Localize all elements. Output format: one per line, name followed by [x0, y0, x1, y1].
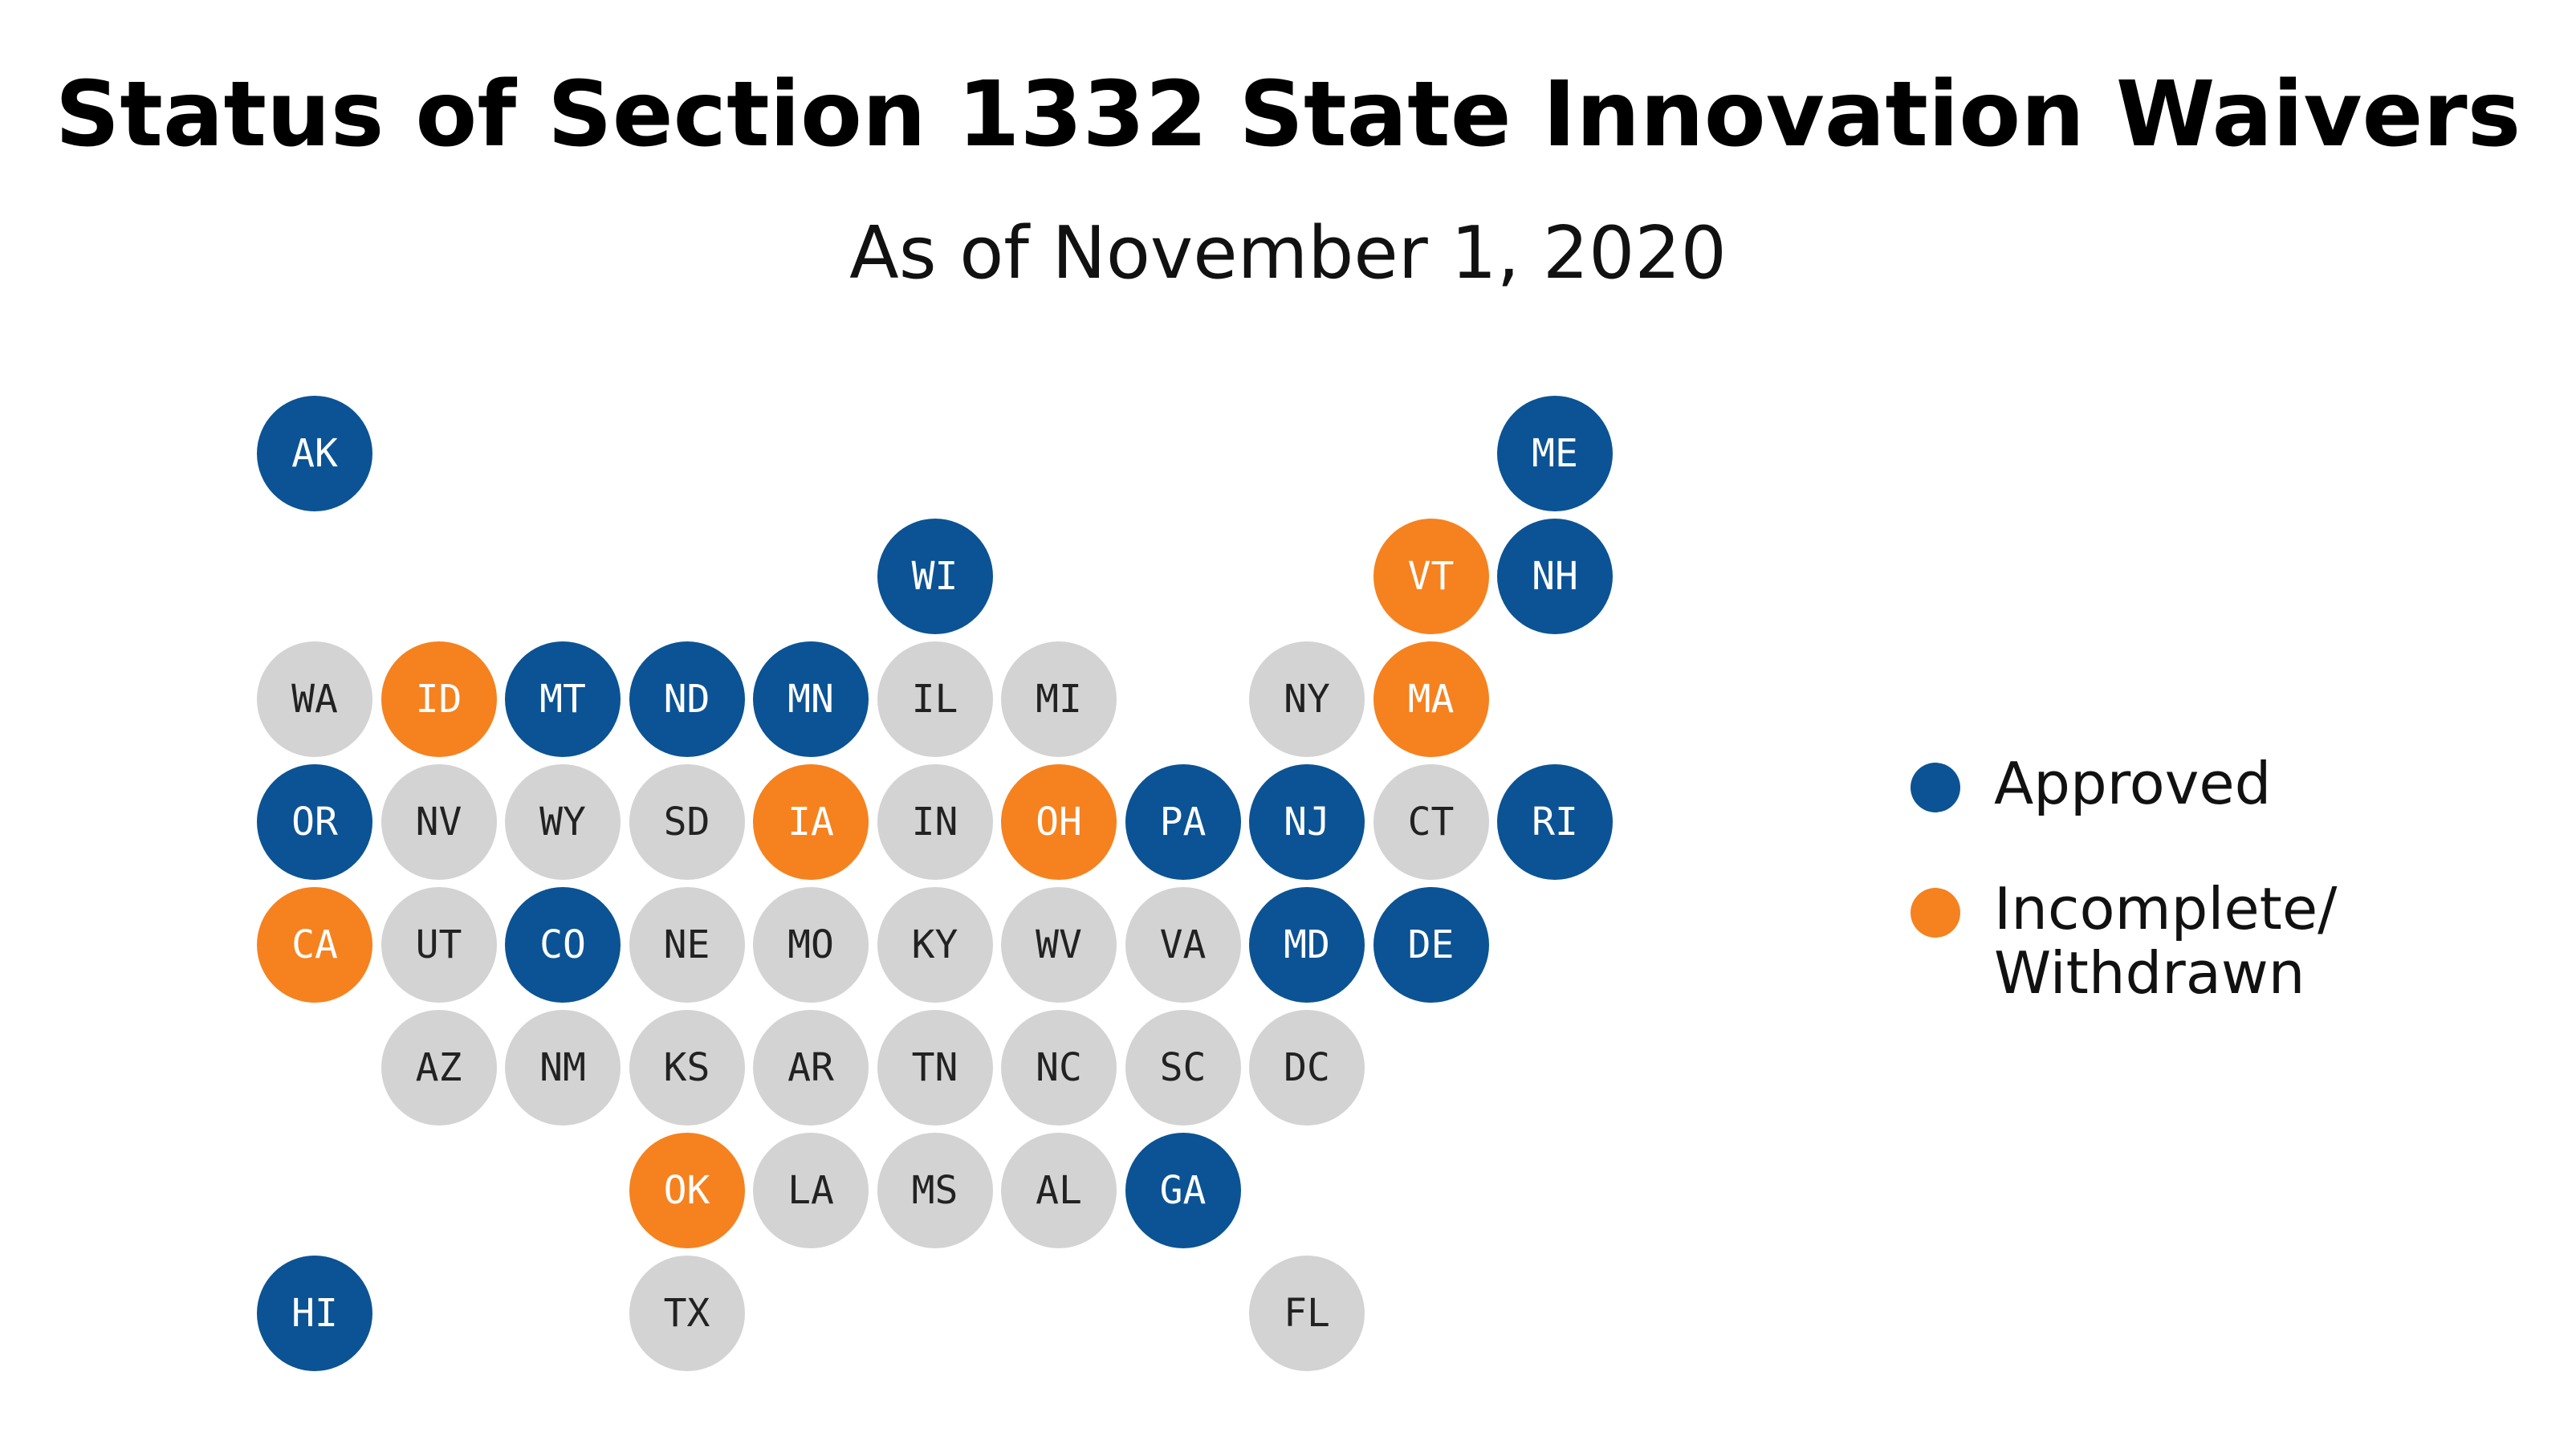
state-tile-nj: NJ — [1249, 764, 1365, 880]
state-tile-hi: HI — [257, 1256, 372, 1371]
state-tile-ny: NY — [1249, 641, 1365, 757]
state-tile-wi: WI — [877, 519, 993, 634]
state-tile-az: AZ — [380, 1010, 497, 1125]
state-tile-mn: MN — [753, 641, 869, 757]
state-tile-ut: UT — [380, 887, 497, 1003]
legend-incomplete-label-line1: Incomplete/ — [1994, 875, 2338, 942]
state-tile-la: LA — [753, 1133, 869, 1248]
state-tile-wy: WY — [505, 764, 621, 880]
state-tile-dc: DC — [1249, 1010, 1365, 1125]
state-tile-nh: NH — [1497, 519, 1613, 634]
state-tile-fl: FL — [1249, 1256, 1365, 1371]
state-tile-pa: PA — [1125, 764, 1241, 880]
state-tile-ak: AK — [257, 396, 372, 511]
state-tile-oh: OH — [1001, 764, 1117, 880]
state-tile-mo: MO — [753, 887, 869, 1003]
state-tile-mi: MI — [1001, 641, 1117, 757]
state-tile-nd: ND — [629, 641, 745, 757]
state-tile-me: ME — [1497, 396, 1613, 511]
state-tile-ma: MA — [1373, 641, 1489, 757]
legend-approved-label: Approved — [1994, 750, 2272, 817]
state-tile-co: CO — [505, 887, 621, 1003]
state-tile-ky: KY — [877, 887, 993, 1003]
state-tile-ca: CA — [257, 887, 372, 1003]
state-tile-ri: RI — [1497, 764, 1613, 880]
state-tile-wa: WA — [257, 641, 372, 757]
state-tile-ok: OK — [629, 1133, 745, 1248]
legend-incomplete-label-line2: Withdrawn — [1994, 939, 2305, 1007]
state-tile-de: DE — [1373, 887, 1489, 1003]
state-tile-ia: IA — [753, 764, 869, 880]
state-tile-ar: AR — [753, 1010, 869, 1125]
legend-incomplete-swatch — [1911, 888, 1960, 938]
state-tile-ks: KS — [629, 1010, 745, 1125]
state-tile-md: MD — [1249, 887, 1365, 1003]
state-tile-nm: NM — [505, 1010, 621, 1125]
state-tile-wv: WV — [1001, 887, 1117, 1003]
state-tile-tn: TN — [877, 1010, 993, 1125]
state-tile-or: OR — [257, 764, 372, 880]
page-subtitle: As of November 1, 2020 — [849, 211, 1727, 295]
state-tile-tx: TX — [629, 1256, 745, 1371]
state-tile-ms: MS — [877, 1133, 993, 1248]
state-tile-nv: NV — [380, 764, 497, 880]
state-tile-ct: CT — [1373, 764, 1489, 880]
state-tile-id: ID — [380, 641, 497, 757]
state-tile-ne: NE — [629, 887, 745, 1003]
state-tile-mt: MT — [505, 641, 621, 757]
state-tile-vt: VT — [1373, 519, 1489, 634]
state-tile-il: IL — [877, 641, 993, 757]
state-tile-al: AL — [1001, 1133, 1117, 1248]
page-title: Status of Section 1332 State Innovation … — [55, 63, 2521, 167]
state-tile-va: VA — [1125, 887, 1241, 1003]
state-tile-nc: NC — [1001, 1010, 1117, 1125]
legend-approved-swatch — [1911, 763, 1960, 812]
state-tile-in: IN — [877, 764, 993, 880]
state-tile-ga: GA — [1125, 1133, 1241, 1248]
state-tile-sd: SD — [629, 764, 745, 880]
state-tile-sc: SC — [1125, 1010, 1241, 1125]
